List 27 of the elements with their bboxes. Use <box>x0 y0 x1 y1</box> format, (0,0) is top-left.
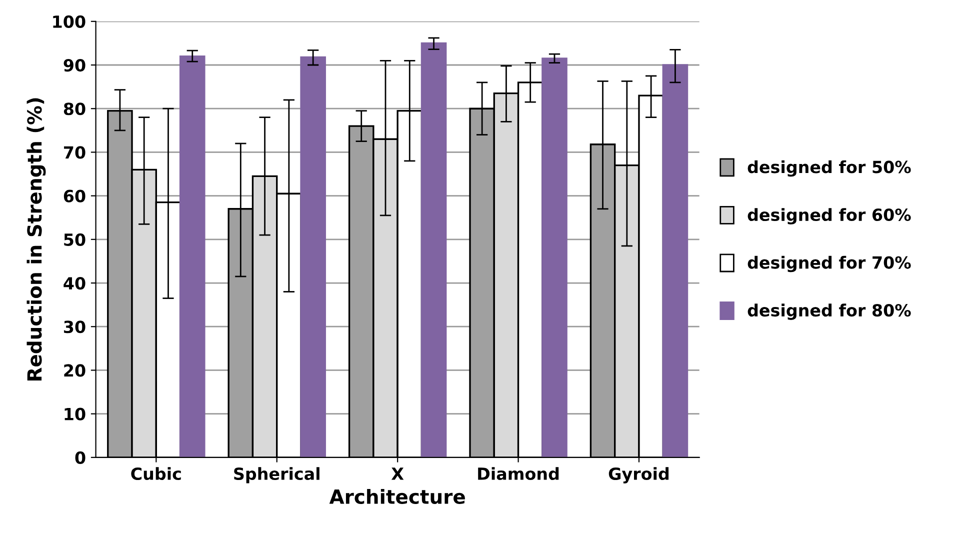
y-tick-label: 60 <box>64 190 86 202</box>
bar <box>542 58 568 458</box>
y-tick-label: 30 <box>64 320 86 334</box>
legend-label: designed for 80% <box>748 304 911 320</box>
legend-label: designed for 50% <box>748 160 911 177</box>
bar <box>179 55 206 458</box>
y-axis-title: Reduction in Strength (%) <box>26 98 46 380</box>
y-tick-label: 40 <box>64 276 86 290</box>
bar <box>300 56 326 458</box>
legend-label: designed for 70% <box>748 256 911 272</box>
y-tick-label: 70 <box>64 146 86 159</box>
y-tick-label: 80 <box>64 102 86 116</box>
y-tick-label: 90 <box>64 58 86 72</box>
y-tick-label: 10 <box>64 408 86 420</box>
bar <box>662 64 688 458</box>
y-tick-label: 100 <box>53 15 86 28</box>
x-tick-label: X <box>391 468 404 480</box>
y-tick-label: 20 <box>64 364 86 377</box>
x-tick-label: Cubic <box>131 467 181 480</box>
x-tick-label: Spherical <box>234 467 320 484</box>
y-tick-label: 0 <box>75 451 86 464</box>
x-axis-title: Architecture <box>329 488 465 504</box>
y-tick-label: 50 <box>64 233 86 246</box>
x-tick-label: Gyroid <box>608 467 669 484</box>
bar <box>420 42 447 458</box>
x-tick-label: Diamond <box>478 467 559 480</box>
legend-label: designed for 60% <box>748 208 911 224</box>
